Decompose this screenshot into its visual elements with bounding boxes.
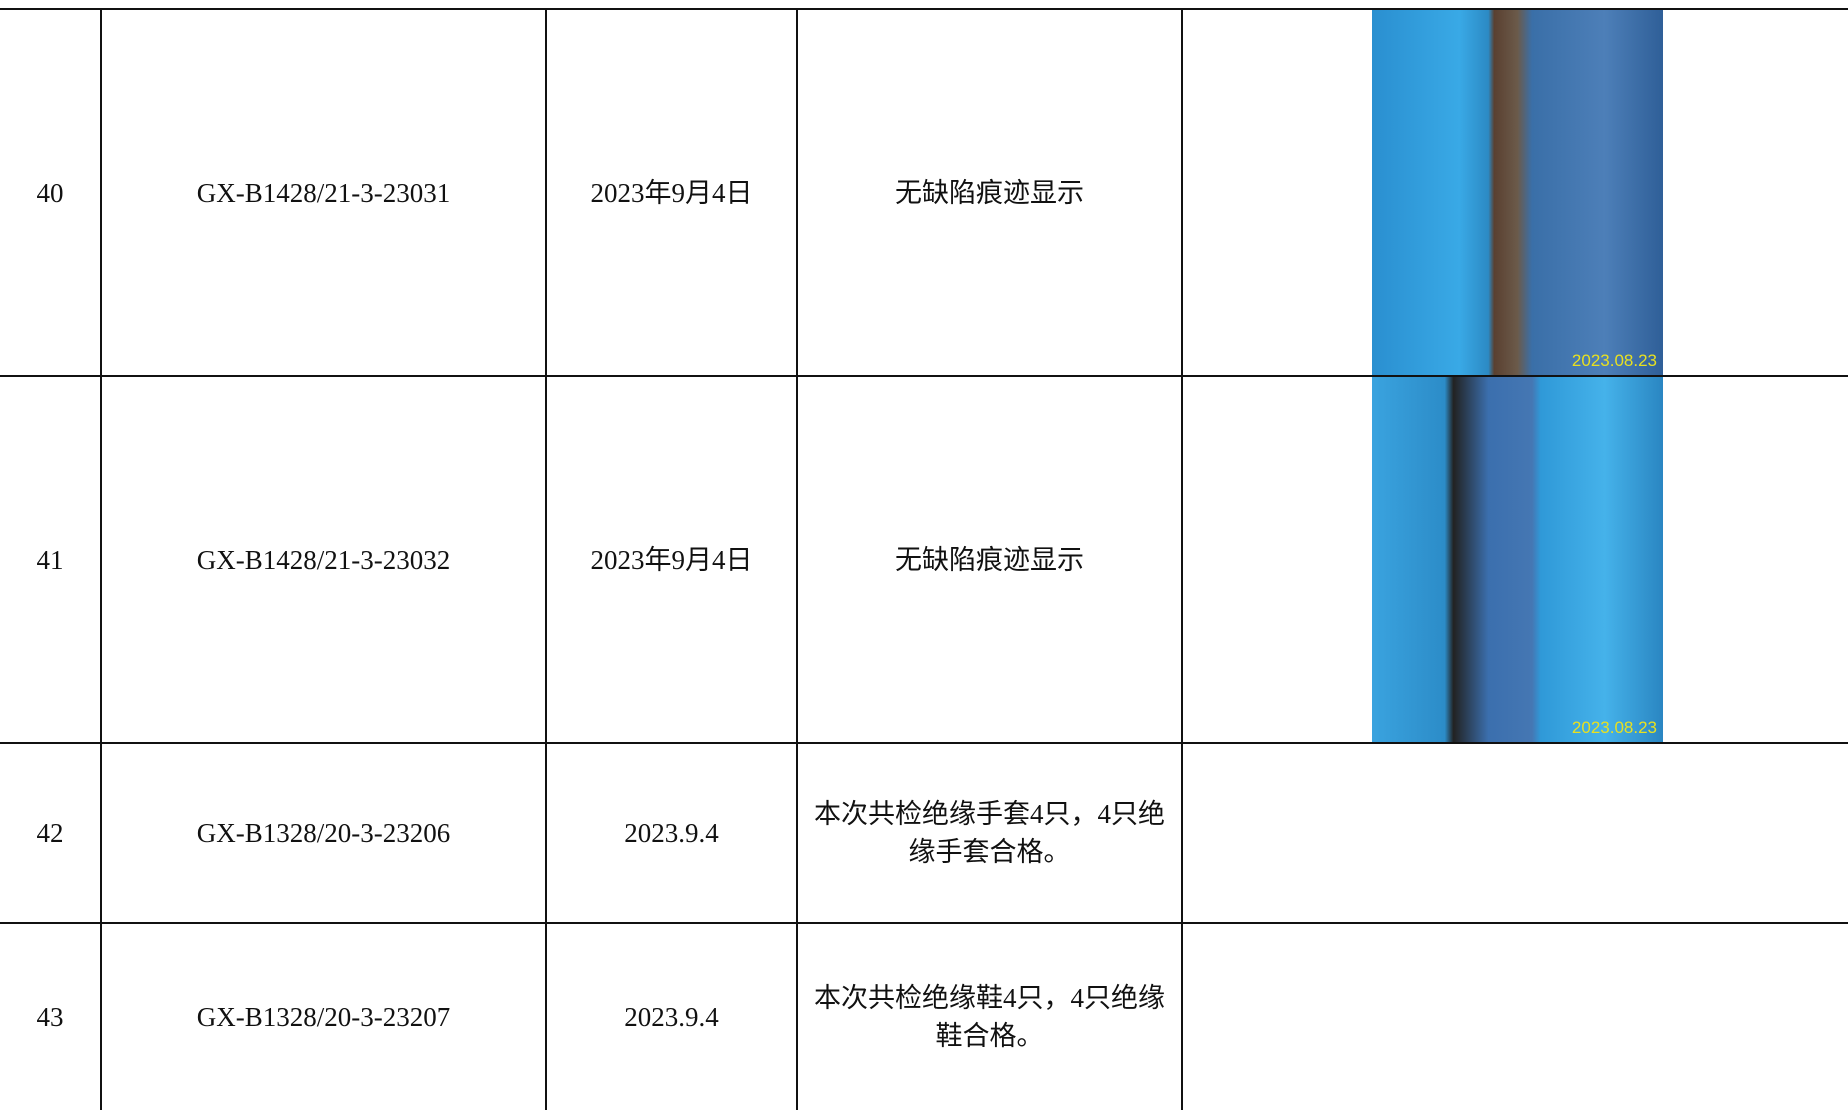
photo-cell bbox=[1181, 375, 1848, 742]
site-photo: 2023.08.23 bbox=[1372, 10, 1663, 375]
table-cell: 本次共检绝缘鞋4只，4只绝缘鞋合格。 bbox=[796, 922, 1181, 1110]
cell-text: 本次共检绝缘鞋4只，4只绝缘鞋合格。 bbox=[814, 983, 1165, 1051]
site-photo: 2023.08.23 bbox=[1372, 377, 1663, 742]
photo-cell bbox=[1181, 8, 1848, 375]
cell-text: 40 bbox=[36, 177, 64, 208]
table-cell: 无缺陷痕迹显示 bbox=[796, 8, 1181, 375]
table-cell: 42 bbox=[0, 742, 100, 922]
cell-text: GX-B1428/21-3-23031 bbox=[196, 177, 451, 208]
cell-text: 41 bbox=[36, 544, 64, 575]
table-cell: 2023.9.4 bbox=[545, 922, 796, 1110]
table-cell: GX-B1428/21-3-23031 bbox=[100, 8, 545, 375]
table-cell: 41 bbox=[0, 375, 100, 742]
cell-text: 2023.9.4 bbox=[624, 1002, 719, 1032]
cell-text: 无缺陷痕迹显示 bbox=[895, 177, 1084, 208]
cell-text: 本次共检绝缘手套4只，4只绝缘手套合格。 bbox=[814, 799, 1165, 867]
photo-cell bbox=[1181, 742, 1848, 922]
table-cell: 无缺陷痕迹显示 bbox=[796, 375, 1181, 742]
cell-text: 2023.9.4 bbox=[624, 818, 719, 848]
table-cell: 本次共检绝缘手套4只，4只绝缘手套合格。 bbox=[796, 742, 1181, 922]
cell-text: 无缺陷痕迹显示 bbox=[895, 544, 1084, 575]
table-cell: 2023.9.4 bbox=[545, 742, 796, 922]
cell-text: 2023年9月4日 bbox=[590, 544, 753, 575]
table-cell: 40 bbox=[0, 8, 100, 375]
cell-text: 42 bbox=[36, 818, 64, 848]
table-cell: GX-B1328/20-3-23206 bbox=[100, 742, 545, 922]
table-cell: 2023年9月4日 bbox=[545, 375, 796, 742]
cell-text: GX-B1428/21-3-23032 bbox=[196, 544, 451, 575]
photo-date-stamp: 2023.08.23 bbox=[1571, 718, 1657, 737]
photo-date-stamp: 2023.08.23 bbox=[1571, 351, 1657, 370]
table-cell: GX-B1328/20-3-23207 bbox=[100, 922, 545, 1110]
photo-cell bbox=[1181, 922, 1848, 1110]
cell-text: GX-B1328/20-3-23207 bbox=[196, 1002, 451, 1032]
table-cell: 2023年9月4日 bbox=[545, 8, 796, 375]
table-cell: GX-B1428/21-3-23032 bbox=[100, 375, 545, 742]
cell-text: 43 bbox=[36, 1002, 64, 1032]
cell-text: GX-B1328/20-3-23206 bbox=[196, 818, 451, 848]
table-cell: 43 bbox=[0, 922, 100, 1110]
cell-text: 2023年9月4日 bbox=[590, 177, 753, 208]
